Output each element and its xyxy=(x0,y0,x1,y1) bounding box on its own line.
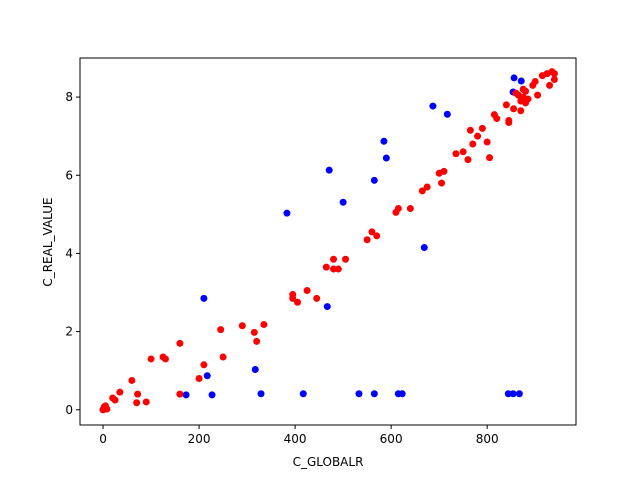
x-tick-label: 600 xyxy=(380,432,403,446)
point xyxy=(478,124,486,132)
point xyxy=(219,353,227,361)
point xyxy=(322,263,330,271)
point xyxy=(217,326,225,334)
point xyxy=(504,390,512,398)
point xyxy=(398,390,406,398)
point xyxy=(510,74,518,82)
y-axis-label: C_REAL_VALUE xyxy=(41,197,55,286)
point xyxy=(373,232,381,240)
point xyxy=(505,118,513,126)
point xyxy=(474,132,482,140)
point xyxy=(440,167,448,175)
point xyxy=(283,209,291,217)
plot-frame xyxy=(79,57,577,426)
point xyxy=(406,204,414,212)
point xyxy=(531,77,539,85)
point xyxy=(546,81,554,89)
point xyxy=(418,187,426,195)
point xyxy=(370,390,378,398)
point xyxy=(483,138,491,146)
point xyxy=(443,110,451,118)
point xyxy=(517,107,525,115)
x-tick-label: 800 xyxy=(476,432,499,446)
point xyxy=(509,390,517,398)
point xyxy=(382,154,390,162)
point xyxy=(200,361,208,369)
point xyxy=(200,294,208,302)
point xyxy=(289,290,297,298)
point xyxy=(323,303,331,311)
x-tick-label: 200 xyxy=(188,432,211,446)
point xyxy=(330,255,338,263)
point xyxy=(134,390,142,398)
point xyxy=(294,298,302,306)
point xyxy=(339,198,347,206)
point xyxy=(176,339,184,347)
point xyxy=(493,115,501,123)
y-tick-label: 8 xyxy=(65,90,73,104)
point xyxy=(182,391,190,399)
point xyxy=(203,372,211,380)
point xyxy=(299,390,307,398)
point xyxy=(370,176,378,184)
point xyxy=(452,150,460,158)
point xyxy=(257,390,265,398)
y-tick-label: 0 xyxy=(65,403,73,417)
point xyxy=(522,87,530,95)
point xyxy=(486,154,494,162)
point xyxy=(466,126,474,134)
x-axis-label: C_GLOBALR xyxy=(293,455,364,469)
y-tick-label: 4 xyxy=(65,246,73,260)
point xyxy=(510,105,518,113)
point xyxy=(524,95,532,103)
point xyxy=(251,366,259,374)
point xyxy=(515,390,523,398)
point xyxy=(303,287,311,295)
point xyxy=(250,328,258,336)
point xyxy=(111,396,119,404)
point xyxy=(355,390,363,398)
point xyxy=(469,140,477,148)
x-tick-label: 400 xyxy=(284,432,307,446)
point xyxy=(394,204,402,212)
point xyxy=(502,101,510,109)
point xyxy=(142,398,150,406)
point xyxy=(100,403,108,411)
point xyxy=(176,390,184,398)
point xyxy=(253,337,261,345)
y-tick-label: 6 xyxy=(65,168,73,182)
point xyxy=(517,77,525,85)
point xyxy=(438,179,446,187)
point xyxy=(330,265,338,273)
point xyxy=(133,399,141,407)
point xyxy=(363,236,371,244)
point xyxy=(238,322,246,330)
point xyxy=(260,321,268,329)
point xyxy=(195,374,203,382)
point xyxy=(342,255,350,263)
point xyxy=(534,91,542,99)
point xyxy=(368,228,376,236)
point xyxy=(380,137,388,145)
point xyxy=(147,355,155,363)
point xyxy=(550,70,558,78)
point xyxy=(420,244,428,252)
point xyxy=(128,376,136,384)
point xyxy=(550,75,558,83)
point xyxy=(423,183,431,191)
point xyxy=(161,355,169,363)
point xyxy=(464,156,472,164)
point xyxy=(325,166,333,174)
point xyxy=(334,265,342,273)
point xyxy=(116,388,124,396)
point xyxy=(459,148,467,156)
point xyxy=(313,294,321,302)
y-tick-label: 2 xyxy=(65,325,73,339)
point xyxy=(208,391,216,399)
x-tick-label: 0 xyxy=(99,432,107,446)
point xyxy=(429,102,437,110)
